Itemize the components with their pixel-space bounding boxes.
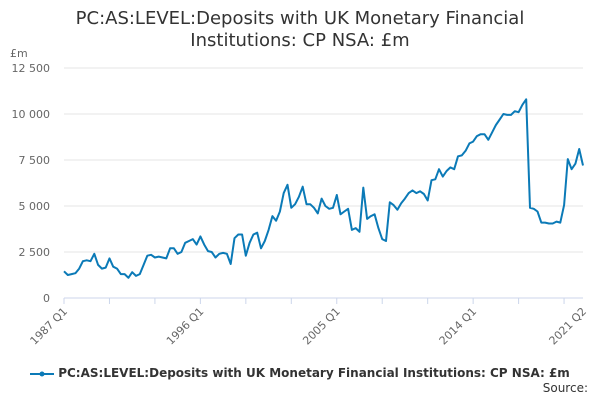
y-tick-label: 10 000 bbox=[12, 108, 51, 121]
x-tick-label: 2014 Q1 bbox=[437, 305, 480, 348]
y-axis-ticks: 0 2 500 5 000 7 500 10 000 12 500 bbox=[12, 62, 51, 305]
x-tick-label: 1996 Q1 bbox=[164, 305, 207, 348]
series-line[interactable] bbox=[63, 98, 584, 279]
series-layer bbox=[63, 98, 584, 279]
y-tick-label: 0 bbox=[43, 292, 50, 305]
source-label: Source: bbox=[542, 381, 588, 395]
y-tick-label: 2 500 bbox=[19, 246, 51, 259]
y-tick-label: 7 500 bbox=[19, 154, 51, 167]
legend-label: PC:AS:LEVEL:Deposits with UK Monetary Fi… bbox=[58, 366, 570, 380]
y-tick-label: 12 500 bbox=[12, 62, 51, 75]
chart-title-line-1: PC:AS:LEVEL:Deposits with UK Monetary Fi… bbox=[75, 8, 525, 29]
chart-title: PC:AS:LEVEL:Deposits with UK Monetary Fi… bbox=[0, 8, 600, 52]
legend[interactable]: PC:AS:LEVEL:Deposits with UK Monetary Fi… bbox=[0, 366, 600, 380]
chart-title-line-2: Institutions: CP NSA: £m bbox=[190, 30, 410, 51]
gridlines bbox=[64, 67, 583, 299]
x-tick-label: 1987 Q1 bbox=[28, 305, 71, 348]
y-axis-unit-label: £m bbox=[10, 47, 28, 60]
x-tick-label: 2005 Q1 bbox=[300, 305, 343, 348]
legend-swatch-icon bbox=[30, 371, 55, 376]
x-tick-label: 2021 Q2 bbox=[547, 305, 590, 348]
y-tick-label: 5 000 bbox=[19, 200, 51, 213]
x-axis: 1987 Q1 1996 Q1 2005 Q1 2014 Q1 2021 Q2 bbox=[28, 297, 590, 348]
